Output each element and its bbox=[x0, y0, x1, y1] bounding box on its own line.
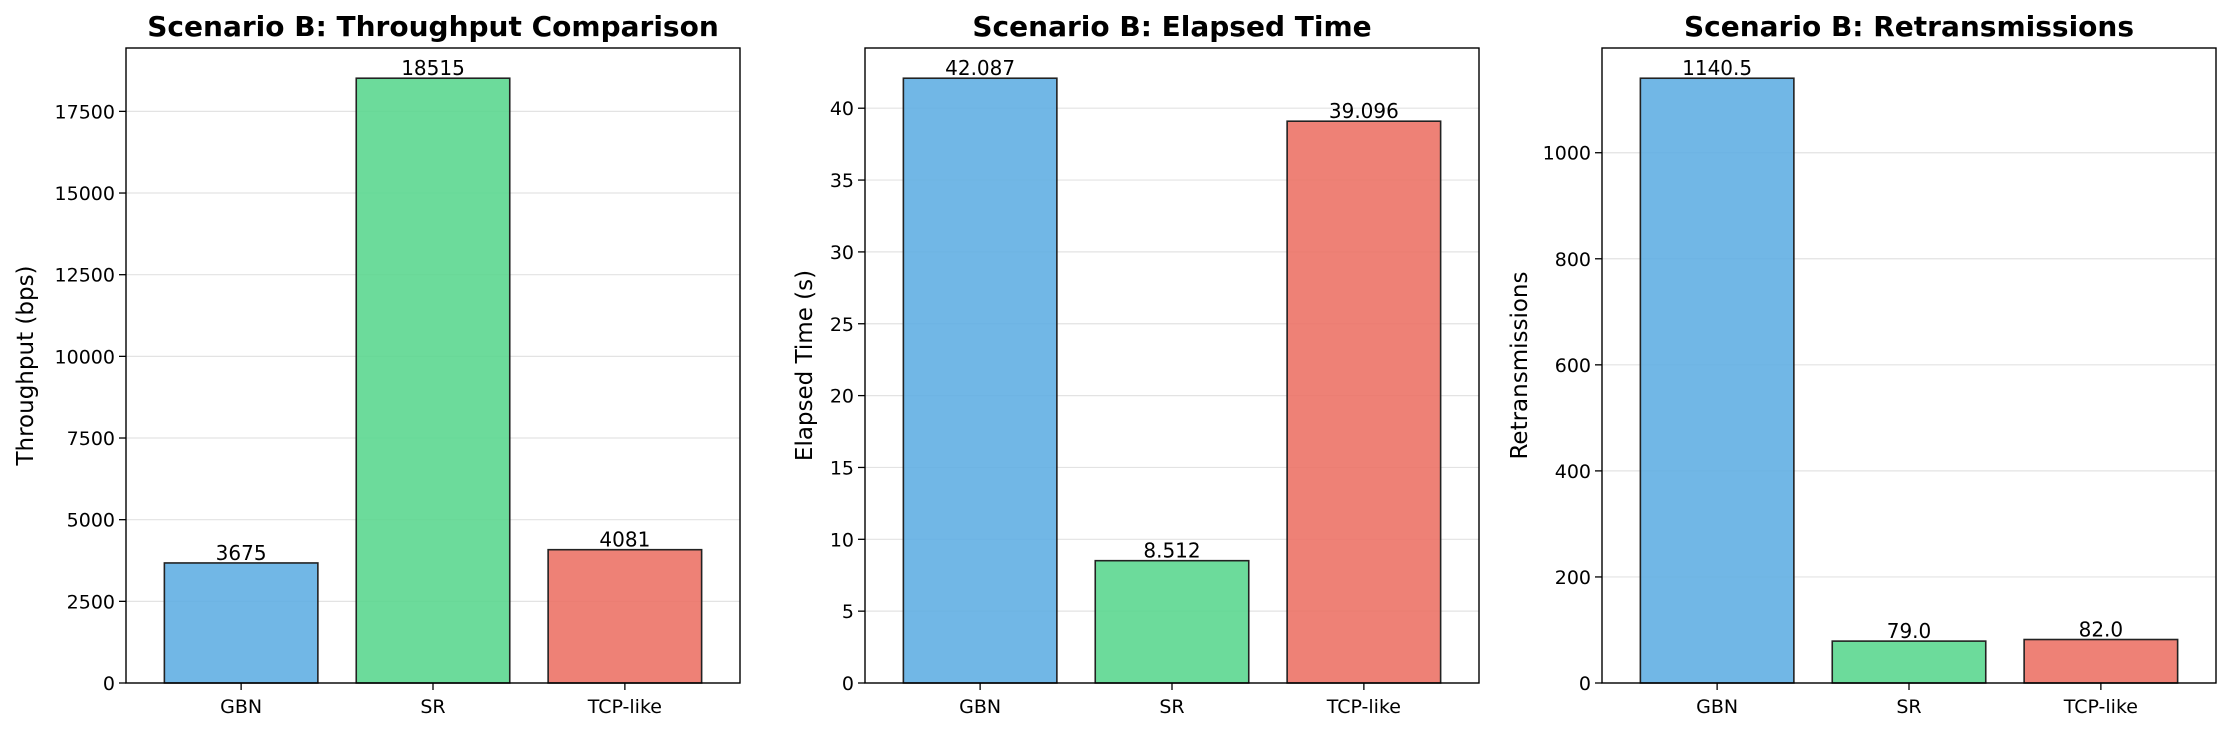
chart-panel-1: 3675 GBN 18515 SR 4081 TCP-like 0 2500 5000 7500 1… bbox=[13, 10, 741, 718]
y-tick-label: 0 bbox=[103, 673, 115, 695]
bar-tcp-like bbox=[1286, 120, 1442, 684]
data-label: 42.087 bbox=[945, 56, 1015, 80]
y-axis-label: Elapsed Time (s) bbox=[792, 270, 818, 461]
y-tick-label: 17500 bbox=[55, 101, 115, 123]
x-tick-label: TCP-like bbox=[2063, 696, 2138, 718]
y-tick-label: 600 bbox=[1555, 355, 1591, 377]
y-tick-label: 15000 bbox=[55, 183, 115, 205]
bar-tcp-like bbox=[547, 548, 703, 684]
bar-gbn bbox=[163, 562, 319, 684]
data-label: 79.0 bbox=[1887, 619, 1932, 643]
x-tick-label: GBN bbox=[220, 696, 262, 718]
x-tick-label: SR bbox=[420, 696, 445, 718]
y-tick-label: 15 bbox=[830, 457, 854, 479]
y-tick-label: 10000 bbox=[55, 346, 115, 368]
chart-title: Scenario B: Throughput Comparison bbox=[147, 10, 719, 43]
x-tick-label: SR bbox=[1896, 696, 1921, 718]
y-tick-label: 30 bbox=[830, 242, 854, 264]
y-axis-label: Retransmissions bbox=[1507, 271, 1533, 459]
y-tick-label: 5000 bbox=[67, 510, 115, 532]
data-label: 1140.5 bbox=[1682, 56, 1752, 80]
y-tick-label: 7500 bbox=[67, 428, 115, 450]
chart-panel-3: 1140.5 GBN 79.0 SR 82.0 TCP-like 0 200 400 600 800… bbox=[1507, 10, 2217, 718]
y-tick-label: 35 bbox=[830, 170, 854, 192]
x-tick-label: TCP-like bbox=[587, 696, 662, 718]
plot-frame bbox=[125, 47, 741, 684]
plot-frame bbox=[1601, 47, 2217, 684]
y-tick-label: 12500 bbox=[55, 265, 115, 287]
y-tick-label: 400 bbox=[1555, 461, 1591, 483]
y-tick-label: 25 bbox=[830, 314, 854, 336]
bar-tcp-like bbox=[2023, 638, 2179, 684]
chart-panel-2: 42.087 GBN 8.512 SR 39.096 TCP-like 0 5 10 15 20 25… bbox=[792, 10, 1480, 718]
bar-gbn bbox=[902, 77, 1058, 684]
data-label: 3675 bbox=[216, 541, 267, 565]
bar-sr bbox=[1094, 559, 1250, 684]
data-label: 4081 bbox=[599, 528, 650, 552]
y-tick-label: 1000 bbox=[1543, 143, 1591, 165]
y-tick-label: 800 bbox=[1555, 249, 1591, 271]
bar-sr bbox=[1831, 640, 1987, 684]
y-tick-label: 40 bbox=[830, 98, 854, 120]
y-tick-label: 10 bbox=[830, 529, 854, 551]
y-tick-label: 20 bbox=[830, 386, 854, 408]
data-label: 8.512 bbox=[1143, 539, 1200, 563]
data-label: 82.0 bbox=[2079, 618, 2124, 642]
data-label: 18515 bbox=[401, 56, 465, 80]
data-label: 39.096 bbox=[1329, 99, 1399, 123]
plot-frame bbox=[864, 47, 1480, 684]
y-tick-label: 2500 bbox=[67, 591, 115, 613]
bar-gbn bbox=[1639, 77, 1795, 684]
y-tick-label: 0 bbox=[842, 673, 854, 695]
x-tick-label: GBN bbox=[959, 696, 1001, 718]
x-tick-label: TCP-like bbox=[1326, 696, 1401, 718]
chart-title: Scenario B: Retransmissions bbox=[1684, 10, 2134, 43]
y-tick-label: 5 bbox=[842, 601, 854, 623]
chart-title: Scenario B: Elapsed Time bbox=[972, 10, 1371, 43]
x-tick-label: SR bbox=[1159, 696, 1184, 718]
bar-sr bbox=[355, 77, 511, 684]
y-axis-label: Throughput (bps) bbox=[13, 265, 39, 466]
x-tick-label: GBN bbox=[1696, 696, 1738, 718]
y-tick-label: 200 bbox=[1555, 567, 1591, 589]
y-tick-label: 0 bbox=[1579, 673, 1591, 695]
